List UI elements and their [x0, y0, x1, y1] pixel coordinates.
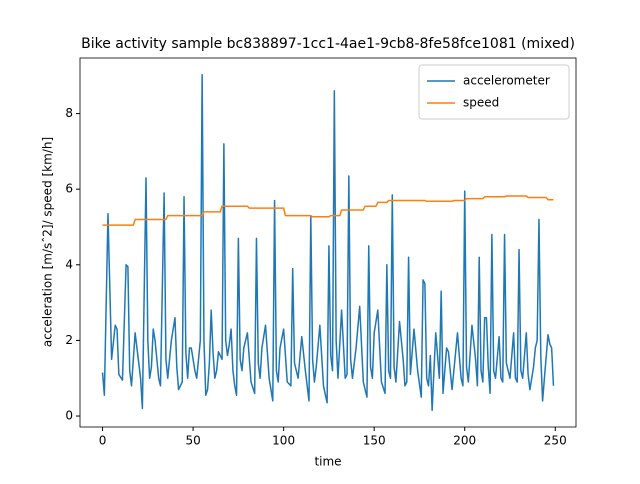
chart-title: Bike activity sample bc838897-1cc1-4ae1-… [81, 36, 575, 52]
x-tick-label: 250 [544, 434, 567, 448]
y-tick-label: 2 [65, 333, 73, 347]
legend-box [418, 64, 570, 120]
x-tick-label: 200 [453, 434, 476, 448]
x-tick-label: 0 [99, 434, 107, 448]
x-tick-label: 100 [272, 434, 295, 448]
series-line [101, 73, 555, 412]
y-tick-label: 4 [65, 257, 73, 271]
legend-label: speed [463, 96, 499, 110]
y-tick-label: 0 [65, 409, 73, 423]
y-axis-label: acceleration [m/sˆ2]/ speed [km/h] [41, 137, 55, 347]
series-line [102, 195, 554, 226]
axes-frame [79, 57, 577, 428]
x-tick-label: 50 [185, 434, 200, 448]
x-axis-label: time [314, 455, 341, 469]
legend-label: accelerometer [463, 74, 550, 88]
x-tick-label: 150 [363, 434, 386, 448]
y-tick-label: 8 [65, 106, 73, 120]
y-tick-label: 6 [65, 182, 73, 196]
